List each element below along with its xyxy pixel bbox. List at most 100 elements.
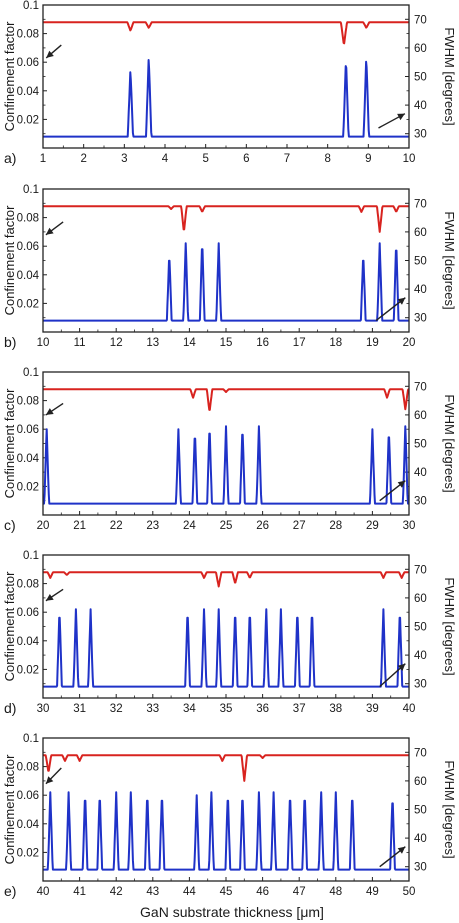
- x-tick-label: 27: [293, 520, 306, 532]
- x-tick-label: 8: [324, 153, 330, 165]
- y-left-tick-label: 0.02: [17, 114, 39, 126]
- y-right-tick-label: 50: [414, 805, 427, 817]
- panel-label: b): [4, 334, 16, 350]
- y-right-tick-label: 70: [414, 381, 427, 393]
- y-right-axis-label: FWHM [degrees]: [442, 27, 457, 125]
- x-tick-label: 18: [329, 337, 342, 349]
- y-left-tick-label: 0.06: [17, 241, 39, 253]
- y-left-tick-label: 0.04: [17, 819, 40, 831]
- y-right-tick-label: 40: [414, 467, 427, 479]
- y-right-tick-label: 30: [414, 679, 427, 691]
- arrow-head-right: [397, 113, 405, 121]
- confinement-factor-line: [42, 59, 410, 138]
- x-tick-label: 7: [284, 153, 290, 165]
- panel-label: d): [4, 700, 16, 716]
- x-tick-label: 20: [37, 520, 50, 532]
- y-right-tick-label: 70: [414, 198, 427, 210]
- x-tick-label: 3: [121, 153, 127, 165]
- plot-frame: [42, 4, 410, 149]
- y-right-tick-label: 50: [414, 439, 427, 451]
- x-tick-label: 14: [183, 337, 196, 349]
- y-left-tick-label: 0.1: [23, 0, 39, 12]
- y-left-tick-label: 0.02: [17, 664, 39, 676]
- x-tick-label: 29: [366, 520, 379, 532]
- y-right-axis-label: FWHM [degrees]: [442, 394, 457, 492]
- arrow-head-left: [46, 50, 54, 58]
- x-tick-label: 49: [366, 886, 379, 898]
- x-tick-label: 30: [403, 520, 416, 532]
- panel-label: c): [4, 517, 16, 533]
- y-left-tick-label: 0.1: [23, 550, 39, 562]
- x-tick-label: 39: [366, 703, 379, 715]
- y-left-tick-label: 0.08: [17, 579, 39, 591]
- fwhm-line: [42, 754, 410, 782]
- plot-frame: [42, 371, 410, 516]
- y-right-tick-label: 60: [414, 593, 427, 605]
- y-left-axis-label: Confinement factor: [2, 21, 17, 132]
- y-left-tick-label: 0.04: [17, 270, 40, 282]
- y-left-tick-label: 0.1: [23, 733, 39, 745]
- y-left-axis-label: Confinement factor: [2, 754, 17, 865]
- y-left-tick-label: 0.02: [17, 298, 39, 310]
- y-right-tick-label: 30: [414, 313, 427, 325]
- y-right-tick-label: 60: [414, 410, 427, 422]
- panel-4: 30 31 32 33 34 35 36 37 38 39 40 0.02 0.04 0.06 0.08 0.…: [2, 550, 457, 716]
- x-tick-label: 37: [293, 703, 306, 715]
- x-tick-label: 34: [183, 703, 196, 715]
- x-tick-label: 36: [256, 703, 269, 715]
- y-right-tick-label: 60: [414, 227, 427, 239]
- y-left-tick-label: 0.04: [17, 86, 40, 98]
- y-right-tick-label: 40: [414, 650, 427, 662]
- x-tick-label: 33: [146, 703, 159, 715]
- x-tick-label: 20: [403, 337, 416, 349]
- y-right-tick-label: 60: [414, 776, 427, 788]
- y-left-axis-label: Confinement factor: [2, 388, 17, 499]
- confinement-factor-line: [42, 608, 410, 688]
- x-tick-label: 4: [162, 153, 169, 165]
- x-tick-label: 17: [293, 337, 306, 349]
- y-right-tick-label: 50: [414, 72, 427, 84]
- fwhm-line: [42, 21, 410, 45]
- x-tick-label: 30: [37, 703, 50, 715]
- y-left-tick-label: 0.02: [17, 481, 39, 493]
- x-tick-label: 26: [256, 520, 269, 532]
- x-tick-label: 19: [366, 337, 379, 349]
- x-axis-label: GaN substrate thickness [μm]: [140, 904, 324, 920]
- arrow-head-right: [397, 846, 406, 854]
- x-tick-label: 10: [37, 337, 50, 349]
- panel-5: 40 41 42 43 44 45 46 47 48 49 50 0.02 0.04 0.06 0.08 0.…: [2, 733, 457, 899]
- y-right-tick-label: 50: [414, 622, 427, 634]
- fwhm-line: [42, 571, 410, 588]
- x-tick-label: 46: [256, 886, 269, 898]
- y-left-tick-label: 0.06: [17, 607, 39, 619]
- x-tick-label: 41: [73, 886, 86, 898]
- x-tick-label: 22: [110, 520, 123, 532]
- y-left-tick-label: 0.08: [17, 396, 39, 408]
- y-right-tick-label: 40: [414, 100, 427, 112]
- x-tick-label: 2: [80, 153, 86, 165]
- x-tick-label: 13: [146, 337, 159, 349]
- confinement-factor-line: [42, 242, 410, 322]
- y-left-tick-label: 0.06: [17, 424, 39, 436]
- panel-label: a): [4, 150, 16, 166]
- chart-panels: 1 2 3 4 5 6 7 8 9 100.020.040.060.080.13040506070…: [2, 0, 457, 899]
- x-tick-label: 5: [202, 153, 208, 165]
- arrow-head-right: [397, 480, 406, 488]
- y-right-axis-label: FWHM [degrees]: [442, 760, 457, 858]
- y-left-tick-label: 0.08: [17, 213, 39, 225]
- x-tick-label: 24: [183, 520, 196, 532]
- y-left-tick-label: 0.1: [23, 184, 39, 196]
- x-tick-label: 16: [256, 337, 269, 349]
- y-left-tick-label: 0.02: [17, 847, 39, 859]
- x-tick-label: 10: [403, 153, 416, 165]
- confinement-factor-line: [42, 425, 410, 505]
- y-left-tick-label: 0.08: [17, 29, 39, 41]
- x-tick-label: 35: [220, 703, 233, 715]
- y-right-tick-label: 40: [414, 284, 427, 296]
- arrow-head-right: [397, 663, 406, 671]
- y-right-tick-label: 70: [414, 564, 427, 576]
- y-left-axis-label: Confinement factor: [2, 571, 17, 682]
- y-left-tick-label: 0.1: [23, 367, 39, 379]
- y-left-tick-label: 0.06: [17, 790, 39, 802]
